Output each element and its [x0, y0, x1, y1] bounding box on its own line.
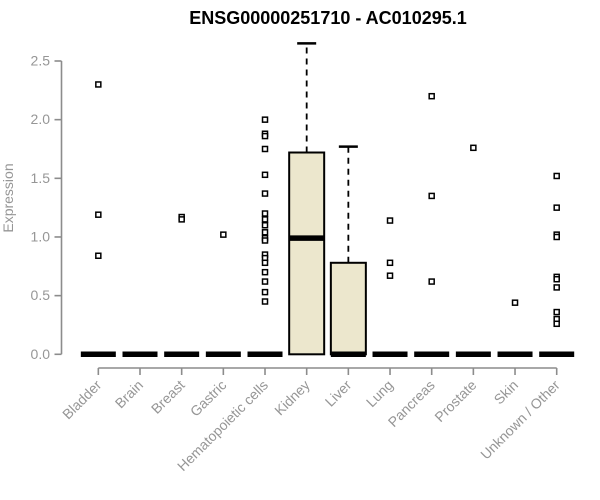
x-category-label: Breast	[148, 377, 188, 417]
outlier-point	[261, 288, 269, 296]
y-tick-label: 1.0	[31, 228, 51, 244]
y-tick-label: 0.5	[31, 287, 51, 303]
outlier-point	[261, 132, 269, 140]
x-category-label: Brain	[112, 377, 146, 411]
outlier-point	[261, 145, 269, 153]
outlier-point	[428, 278, 435, 285]
y-tick-label: 1.5	[31, 170, 51, 186]
x-category-label: Kidney	[271, 377, 313, 419]
outlier-point	[95, 211, 102, 218]
chart-title: ENSG00000251710 - AC010295.1	[189, 8, 467, 28]
outlier-point	[261, 210, 269, 217]
outlier-point	[261, 216, 269, 223]
outlier-point	[261, 259, 269, 267]
x-category-label: Unknown / Other	[477, 377, 563, 463]
outlier-point	[553, 204, 560, 211]
outlier-point	[428, 92, 435, 100]
box	[288, 151, 326, 356]
outlier-point	[261, 237, 269, 244]
outlier-point	[553, 233, 560, 241]
x-category-label: Bladder	[59, 377, 105, 423]
y-tick-label: 0.0	[31, 346, 51, 362]
outlier-point	[428, 192, 435, 200]
outlier-point	[261, 278, 269, 285]
outlier-point	[261, 268, 269, 276]
x-category-label: Skin	[491, 377, 522, 408]
outlier-point	[261, 171, 269, 179]
y-tick-label: 2.5	[31, 53, 51, 69]
outlier-point	[261, 229, 269, 236]
outlier-point	[386, 259, 394, 267]
x-category-label: Liver	[322, 377, 355, 410]
outlier-point	[261, 116, 269, 123]
outlier-point	[220, 231, 227, 238]
outlier-point	[95, 252, 102, 260]
x-category-label: Prostate	[431, 377, 479, 425]
outlier-point	[261, 221, 269, 229]
outlier-point	[178, 216, 185, 223]
outlier-point	[553, 172, 560, 180]
outlier-point	[553, 275, 560, 283]
box	[329, 261, 367, 356]
y-tick-label: 2.0	[31, 111, 51, 127]
outlier-point	[511, 299, 519, 306]
outlier-point	[553, 320, 560, 328]
outlier-point	[261, 298, 269, 305]
x-category-label: Lung	[363, 377, 396, 410]
outlier-point	[553, 284, 560, 291]
outlier-point	[470, 144, 477, 152]
outlier-point	[95, 81, 102, 88]
outlier-point	[386, 217, 394, 224]
outlier-point	[261, 190, 269, 197]
outlier-point	[386, 272, 394, 279]
outlier-point	[553, 308, 560, 316]
